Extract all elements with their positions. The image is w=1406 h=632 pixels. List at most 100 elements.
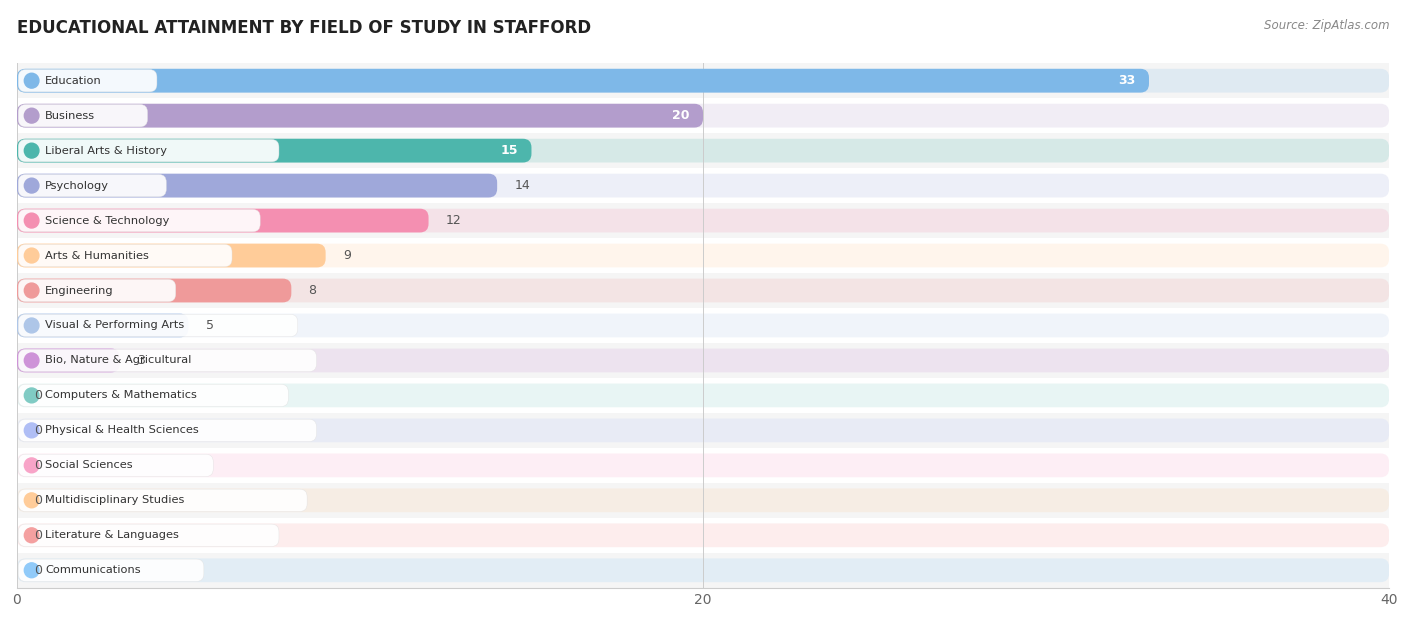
FancyBboxPatch shape: [17, 349, 1389, 372]
Text: 14: 14: [515, 179, 530, 192]
Bar: [17, 378, 1389, 413]
Circle shape: [24, 213, 39, 228]
Text: Business: Business: [45, 111, 96, 121]
Bar: [17, 413, 1389, 448]
FancyBboxPatch shape: [18, 70, 157, 92]
FancyBboxPatch shape: [17, 313, 188, 337]
Text: 0: 0: [34, 389, 42, 402]
Bar: [17, 343, 1389, 378]
FancyBboxPatch shape: [18, 279, 176, 301]
Circle shape: [24, 563, 39, 578]
Circle shape: [24, 388, 39, 403]
Text: 3: 3: [136, 354, 145, 367]
FancyBboxPatch shape: [18, 174, 166, 197]
Text: Computers & Mathematics: Computers & Mathematics: [45, 391, 197, 401]
FancyBboxPatch shape: [17, 489, 1389, 512]
FancyBboxPatch shape: [17, 279, 291, 302]
FancyBboxPatch shape: [18, 489, 307, 511]
Bar: [17, 448, 1389, 483]
Circle shape: [24, 458, 39, 473]
Circle shape: [24, 178, 39, 193]
FancyBboxPatch shape: [17, 69, 1149, 92]
Text: 9: 9: [343, 249, 350, 262]
Text: 8: 8: [308, 284, 316, 297]
FancyBboxPatch shape: [17, 559, 1389, 582]
FancyBboxPatch shape: [17, 349, 120, 372]
Circle shape: [24, 353, 39, 368]
FancyBboxPatch shape: [17, 139, 1389, 162]
Bar: [17, 133, 1389, 168]
Text: 33: 33: [1118, 74, 1135, 87]
Text: Visual & Performing Arts: Visual & Performing Arts: [45, 320, 184, 331]
FancyBboxPatch shape: [17, 384, 1389, 407]
Text: Multidisciplinary Studies: Multidisciplinary Studies: [45, 495, 184, 506]
Bar: [17, 98, 1389, 133]
FancyBboxPatch shape: [17, 313, 1389, 337]
FancyBboxPatch shape: [18, 524, 278, 547]
Text: Source: ZipAtlas.com: Source: ZipAtlas.com: [1264, 19, 1389, 32]
Text: 0: 0: [34, 494, 42, 507]
FancyBboxPatch shape: [18, 454, 214, 477]
Text: 5: 5: [205, 319, 214, 332]
FancyBboxPatch shape: [17, 454, 1389, 477]
Circle shape: [24, 143, 39, 158]
FancyBboxPatch shape: [17, 244, 326, 267]
FancyBboxPatch shape: [17, 69, 1389, 92]
Text: Science & Technology: Science & Technology: [45, 216, 170, 226]
Bar: [17, 553, 1389, 588]
Circle shape: [24, 283, 39, 298]
Text: Liberal Arts & History: Liberal Arts & History: [45, 145, 167, 155]
Text: Social Sciences: Social Sciences: [45, 460, 134, 470]
Bar: [17, 483, 1389, 518]
FancyBboxPatch shape: [17, 104, 1389, 128]
FancyBboxPatch shape: [17, 523, 1389, 547]
FancyBboxPatch shape: [17, 174, 1389, 197]
FancyBboxPatch shape: [17, 174, 498, 197]
Bar: [17, 518, 1389, 553]
Text: Psychology: Psychology: [45, 181, 110, 191]
FancyBboxPatch shape: [17, 209, 429, 233]
Bar: [17, 168, 1389, 203]
Bar: [17, 273, 1389, 308]
Text: EDUCATIONAL ATTAINMENT BY FIELD OF STUDY IN STAFFORD: EDUCATIONAL ATTAINMENT BY FIELD OF STUDY…: [17, 19, 591, 37]
Text: 0: 0: [34, 564, 42, 577]
FancyBboxPatch shape: [17, 418, 1389, 442]
Circle shape: [24, 318, 39, 333]
Text: Bio, Nature & Agricultural: Bio, Nature & Agricultural: [45, 355, 191, 365]
Circle shape: [24, 248, 39, 263]
FancyBboxPatch shape: [18, 314, 298, 337]
Text: Communications: Communications: [45, 565, 141, 575]
Bar: [17, 238, 1389, 273]
Text: 15: 15: [501, 144, 517, 157]
Text: Arts & Humanities: Arts & Humanities: [45, 250, 149, 260]
FancyBboxPatch shape: [17, 104, 703, 128]
FancyBboxPatch shape: [18, 104, 148, 127]
Text: Education: Education: [45, 76, 103, 86]
FancyBboxPatch shape: [18, 209, 260, 232]
Text: Engineering: Engineering: [45, 286, 114, 296]
Bar: [17, 203, 1389, 238]
Circle shape: [24, 528, 39, 543]
Bar: [17, 308, 1389, 343]
Text: 0: 0: [34, 424, 42, 437]
Text: 0: 0: [34, 459, 42, 472]
FancyBboxPatch shape: [17, 139, 531, 162]
FancyBboxPatch shape: [18, 349, 316, 372]
FancyBboxPatch shape: [18, 140, 278, 162]
Circle shape: [24, 73, 39, 88]
Circle shape: [24, 108, 39, 123]
FancyBboxPatch shape: [18, 245, 232, 267]
Circle shape: [24, 423, 39, 438]
Circle shape: [24, 493, 39, 507]
Text: Physical & Health Sciences: Physical & Health Sciences: [45, 425, 200, 435]
FancyBboxPatch shape: [18, 559, 204, 581]
FancyBboxPatch shape: [17, 244, 1389, 267]
Text: 12: 12: [446, 214, 461, 227]
Bar: [17, 63, 1389, 98]
FancyBboxPatch shape: [17, 279, 1389, 302]
FancyBboxPatch shape: [17, 209, 1389, 233]
Text: 0: 0: [34, 529, 42, 542]
Text: 20: 20: [672, 109, 689, 122]
Text: Literature & Languages: Literature & Languages: [45, 530, 179, 540]
FancyBboxPatch shape: [18, 384, 288, 406]
